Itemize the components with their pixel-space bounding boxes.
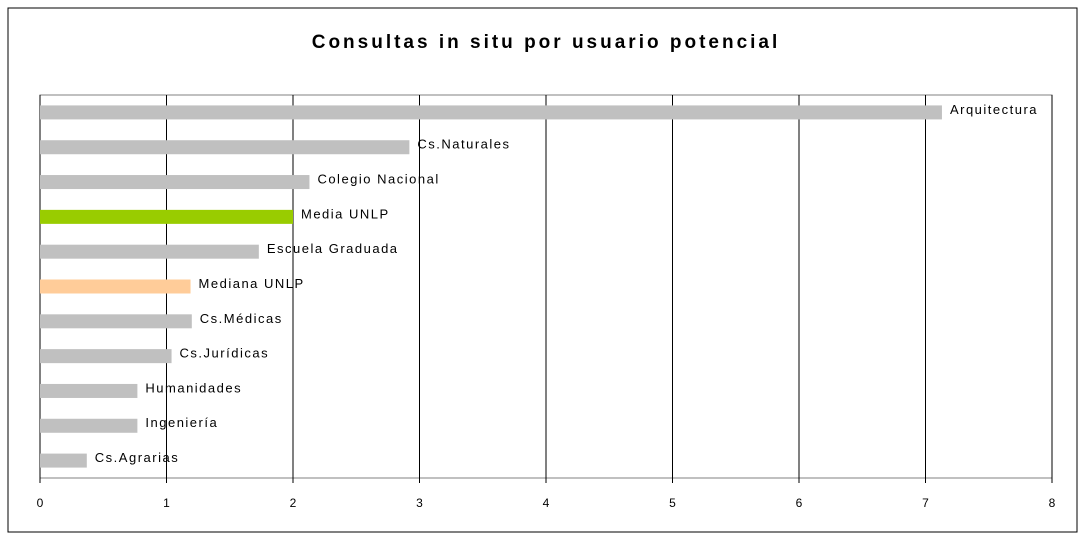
bar [40, 349, 172, 364]
x-tick-label: 3 [416, 496, 423, 510]
bar-label: Cs.Jurídicas [180, 346, 270, 361]
bar-label: Ingeniería [145, 415, 218, 430]
bar [40, 418, 138, 433]
chart-title: Consultas in situ por usuario potencial [312, 32, 781, 53]
bar-label: Cs.Agrarias [95, 450, 179, 465]
bar [40, 383, 138, 398]
bar [40, 209, 293, 224]
bar-label: Cs.Médicas [200, 311, 283, 326]
bar-label: Escuela Graduada [267, 241, 399, 256]
bar-label: Cs.Naturales [417, 137, 510, 152]
x-tick-label: 0 [37, 496, 44, 510]
bar-label: Humanidades [145, 380, 242, 395]
x-tick-label: 8 [1049, 496, 1056, 510]
x-tick-label: 5 [669, 496, 676, 510]
bar [40, 279, 191, 294]
bar-label: Colegio Nacional [317, 171, 439, 186]
x-tick-label: 4 [543, 496, 550, 510]
bar [40, 105, 942, 120]
bar-label: Arquitectura [950, 102, 1038, 117]
x-tick-label: 6 [796, 496, 803, 510]
bar [40, 244, 259, 259]
bar [40, 314, 192, 329]
bar-label: Media UNLP [301, 206, 390, 221]
bar-label: Mediana UNLP [199, 276, 305, 291]
x-tick-label: 1 [163, 496, 170, 510]
x-tick-label: 2 [290, 496, 297, 510]
x-tick-label: 7 [922, 496, 929, 510]
bar [40, 140, 410, 155]
bar [40, 453, 87, 468]
bar [40, 175, 310, 190]
